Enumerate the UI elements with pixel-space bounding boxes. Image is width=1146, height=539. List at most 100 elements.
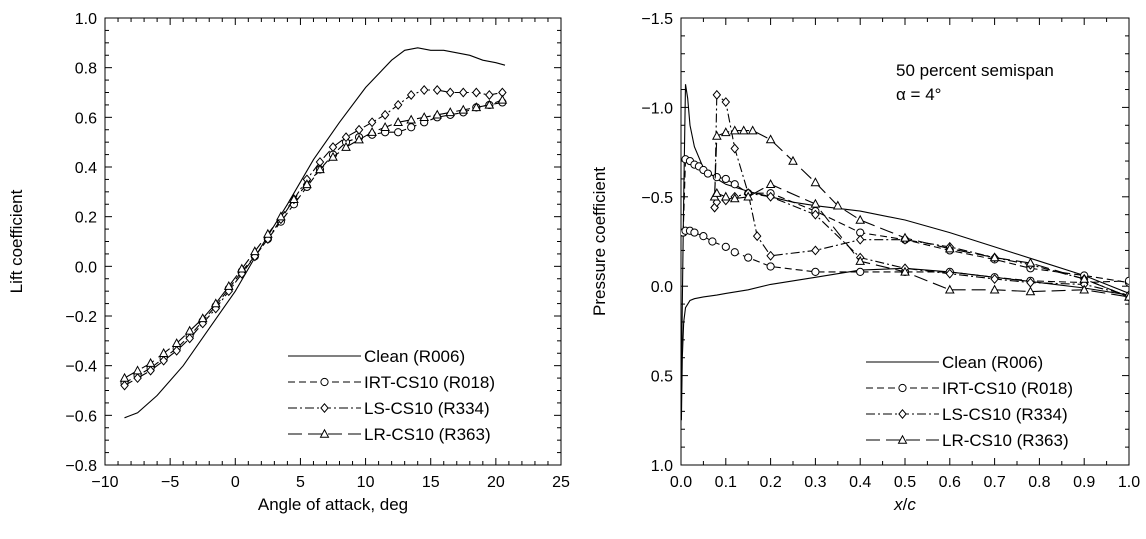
data-point xyxy=(120,380,129,391)
data-point xyxy=(158,347,169,357)
data-point xyxy=(712,130,722,140)
x-tick-label: 20 xyxy=(487,474,505,491)
legend: Clean (R006) IRT-CS10 (R018) LS-CS10 (R334… xyxy=(866,353,1073,450)
data-point xyxy=(289,194,299,203)
data-point xyxy=(730,248,739,257)
data-point xyxy=(712,173,721,182)
data-point xyxy=(184,325,195,335)
data-point xyxy=(832,200,843,210)
data-point xyxy=(747,125,758,135)
data-point xyxy=(471,102,482,112)
data-point xyxy=(766,250,775,261)
data-point xyxy=(302,179,312,189)
data-point xyxy=(856,267,865,276)
data-point xyxy=(944,284,955,294)
data-point xyxy=(145,357,156,367)
data-point xyxy=(699,232,708,241)
data-point xyxy=(744,253,753,262)
y-tick-label: 0.8 xyxy=(75,61,97,78)
legend-label: LR-CS10 (R363) xyxy=(942,431,1069,450)
data-point xyxy=(729,193,740,203)
legend-label: LS-CS10 (R334) xyxy=(942,405,1068,424)
x-axis-label-x: x xyxy=(893,495,903,514)
data-point xyxy=(788,155,798,165)
x-tick-label: 0.2 xyxy=(759,474,781,491)
data-point xyxy=(1025,257,1036,267)
data-point xyxy=(855,214,866,224)
data-point xyxy=(407,123,416,132)
plot-frame xyxy=(104,17,562,466)
series-line xyxy=(714,93,1129,298)
y-tick-label: −0.5 xyxy=(641,190,673,207)
series-line xyxy=(124,47,506,419)
data-point xyxy=(721,97,731,108)
legend: Clean (R006) IRT-CS10 (R018) LS-CS10 (R334… xyxy=(288,347,495,444)
legend-marker xyxy=(898,383,907,393)
data-point xyxy=(743,191,754,201)
data-point xyxy=(354,124,364,135)
y-tick-label: 0.4 xyxy=(75,160,97,177)
legend-label: LS-CS10 (R334) xyxy=(364,399,490,418)
data-point xyxy=(811,209,820,220)
data-point xyxy=(276,211,286,221)
data-point xyxy=(990,274,999,285)
x-tick-label: −5 xyxy=(161,474,179,491)
y-tick-label: −0.2 xyxy=(65,309,97,326)
data-point xyxy=(944,243,955,253)
data-point xyxy=(445,107,456,117)
data-point xyxy=(459,87,468,98)
data-point xyxy=(811,245,820,256)
series-line xyxy=(682,158,1129,284)
series-clean xyxy=(681,84,1129,421)
data-point xyxy=(810,198,821,208)
legend-label: LR-CS10 (R363) xyxy=(364,425,491,444)
data-point xyxy=(765,179,776,188)
data-point xyxy=(341,141,351,151)
series-line xyxy=(681,84,1129,421)
data-point xyxy=(721,174,730,184)
data-point xyxy=(730,143,740,154)
data-point xyxy=(738,125,749,135)
series-line xyxy=(714,192,1129,296)
data-point xyxy=(315,164,325,174)
y-tick-label: 0.5 xyxy=(651,369,673,386)
x-tick-label: 0 xyxy=(231,474,240,491)
data-point xyxy=(197,313,208,323)
data-point xyxy=(1124,276,1129,285)
y-tick-label: 1.0 xyxy=(651,458,673,475)
pressure-coefficient-chart: 0.0 0.1 0.2 0.3 0.4 0.5 0.6 0.7 0.8 0.9 1.0 −1.5 −1.… xyxy=(590,11,1140,514)
data-point xyxy=(900,266,910,276)
x-tick-label: 10 xyxy=(357,474,375,491)
data-point xyxy=(367,126,377,136)
x-axis-label: x/c xyxy=(893,495,916,514)
y-tick-label: −1.0 xyxy=(641,100,673,117)
series-circle xyxy=(681,155,1129,287)
data-point xyxy=(1079,284,1090,294)
data-point xyxy=(712,187,722,197)
data-point xyxy=(406,114,417,124)
legend-marker xyxy=(898,409,907,419)
x-axis-label-slash: / xyxy=(903,495,908,514)
x-tick-label: 0.4 xyxy=(849,474,871,491)
data-point xyxy=(989,284,1000,294)
data-point xyxy=(394,128,403,137)
data-point xyxy=(472,87,481,98)
data-point xyxy=(133,373,142,384)
legend-marker xyxy=(897,434,908,444)
data-point xyxy=(810,177,821,187)
data-point xyxy=(223,280,234,290)
y-axis-label: Pressure coefficient xyxy=(590,167,609,316)
data-point xyxy=(855,234,865,245)
x-axis-label-c: c xyxy=(907,495,916,514)
data-point xyxy=(900,232,910,242)
x-tick-label: 0.0 xyxy=(670,474,692,491)
data-point xyxy=(445,87,455,98)
legend-label: IRT-CS10 (R018) xyxy=(942,379,1073,398)
data-point xyxy=(432,85,442,95)
x-tick-label: 25 xyxy=(552,474,570,491)
series-line xyxy=(124,89,503,386)
data-point xyxy=(119,372,130,382)
data-point xyxy=(752,231,762,242)
x-tick-label: 0.9 xyxy=(1073,474,1095,491)
